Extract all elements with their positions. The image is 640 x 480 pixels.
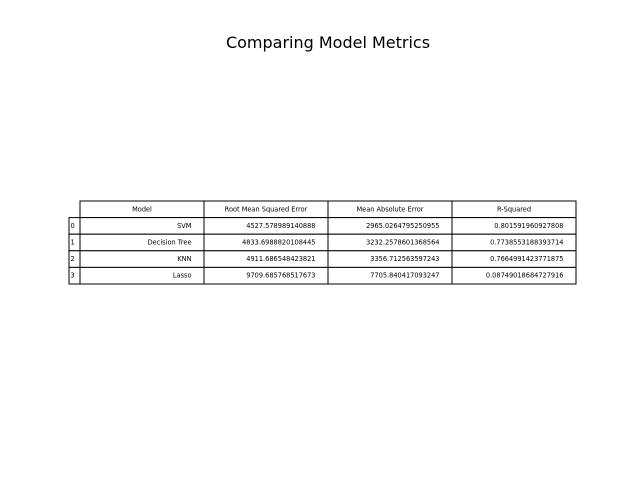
table-cell-value: Lasso: [173, 272, 192, 280]
table-cell-value: 0.7738553188393714: [490, 239, 563, 247]
table-cell-value: 3356.712563597243: [370, 255, 439, 263]
table-cell-value: 2965.0264795250955: [366, 222, 439, 230]
table-cell-value: 0.08749018684727916: [486, 272, 564, 280]
column-header-label: R-Squared: [497, 205, 531, 213]
table-cell: [451, 266, 577, 285]
table-cell-value: KNN: [177, 255, 191, 263]
table-cell-value: 4911.686548423821: [246, 255, 315, 263]
table-cell-value: 0.801591960927808: [494, 222, 563, 230]
row-index-label: 2: [71, 255, 75, 263]
table-cell-value: 9709.685768517673: [246, 272, 315, 280]
row-index-label: 0: [71, 222, 75, 230]
table-cell-value: SVM: [177, 222, 192, 230]
table-cell-value: 3232.2578601368564: [366, 239, 439, 247]
row-index-label: 3: [71, 272, 75, 280]
column-header-label: Root Mean Squared Error: [225, 205, 308, 213]
chart-title: Comparing Model Metrics: [225, 33, 431, 52]
column-header-label: Mean Absolute Error: [356, 205, 423, 213]
row-index-label: 1: [71, 239, 75, 247]
table-cell-value: 4527.578989140888: [246, 222, 315, 230]
table-cell-value: Decision Tree: [148, 239, 192, 247]
table-cell-value: 7705.840417093247: [370, 272, 439, 280]
column-header-label: Model: [132, 205, 152, 213]
table-cell-value: 0.7664991423771875: [490, 255, 563, 263]
table-cell-value: 4833.6988820108445: [242, 239, 315, 247]
